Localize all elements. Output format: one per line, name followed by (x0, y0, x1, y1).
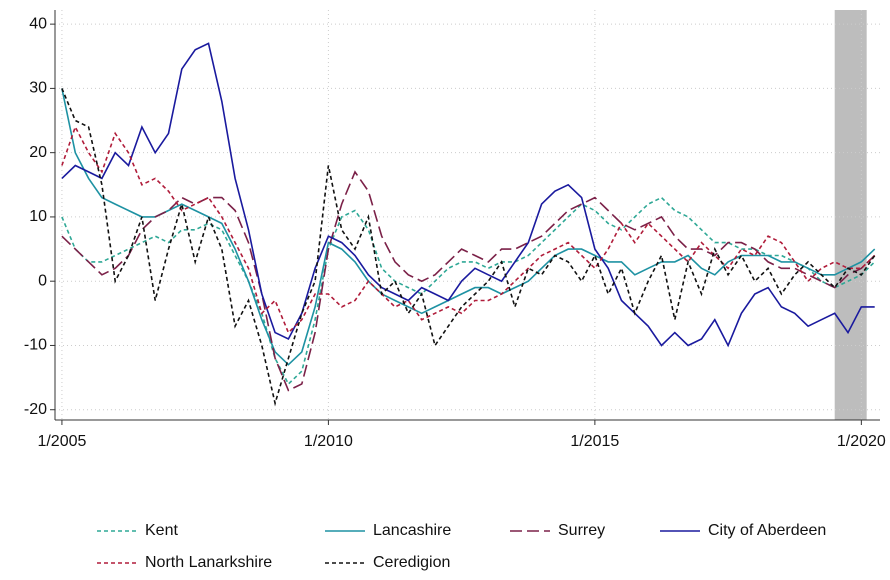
series-line (61, 124, 876, 334)
legend-label: Surrey (558, 522, 605, 539)
legend-label: Ceredigion (373, 554, 450, 571)
y-tick-label: 20 (29, 144, 47, 161)
legend-label: Kent (145, 522, 178, 539)
legend-label: Lancashire (373, 522, 451, 539)
legend-label: City of Aberdeen (708, 522, 826, 539)
y-tick-label: 0 (38, 272, 47, 289)
series-line (61, 88, 876, 407)
x-tick-label: 1/2015 (570, 433, 619, 450)
y-tick-label: 40 (29, 15, 47, 32)
x-tick-label: 1/2010 (304, 433, 353, 450)
series-line (61, 88, 876, 366)
legend-label: North Lanarkshire (145, 554, 272, 571)
y-tick-label: 30 (29, 80, 47, 97)
series-line (61, 170, 876, 392)
shaded-region (834, 10, 867, 420)
y-tick-label: -20 (24, 401, 47, 418)
y-tick-label: -10 (24, 337, 47, 354)
x-tick-label: 1/2005 (37, 433, 86, 450)
y-tick-label: 10 (29, 208, 47, 225)
x-tick-label: 1/2020 (837, 433, 886, 450)
series-line (61, 42, 875, 348)
